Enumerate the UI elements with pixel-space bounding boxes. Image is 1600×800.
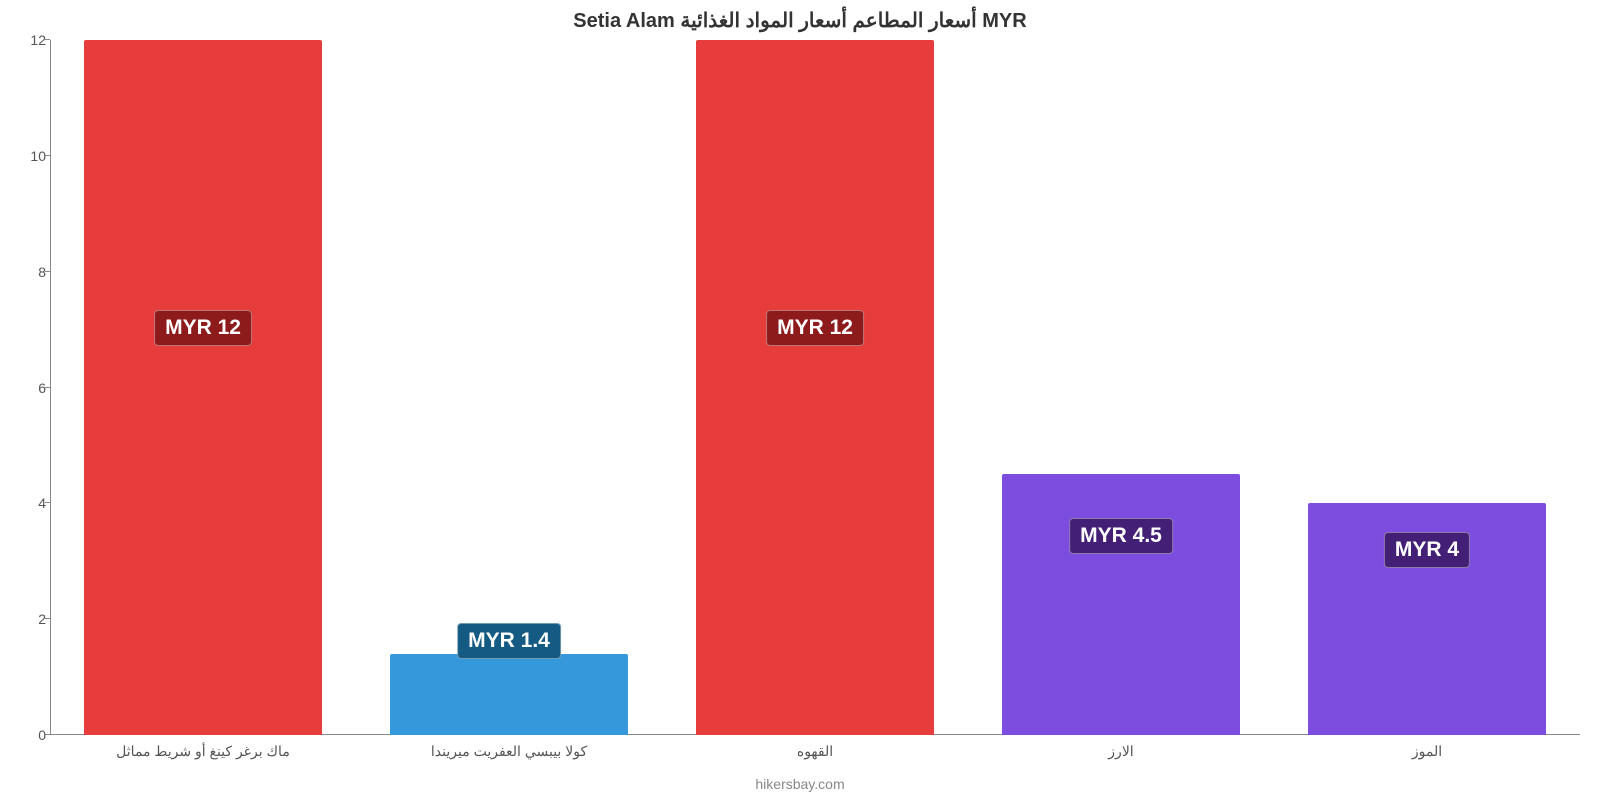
x-category-label: ماك برغر كينغ أو شريط مماثل	[116, 743, 290, 760]
price-bar-chart: Setia Alam أسعار المطاعم أسعار المواد ال…	[0, 0, 1600, 800]
y-tick-label: 6	[10, 380, 46, 396]
plot-area: 024681012 MYR 12ماك برغر كينغ أو شريط مم…	[50, 40, 1580, 735]
bar-slot: MYR 1.4كولا بيبسي العفريت ميريندا	[356, 40, 662, 735]
bar	[84, 40, 323, 735]
bar-slot: MYR 4.5الارز	[968, 40, 1274, 735]
y-tick-label: 4	[10, 495, 46, 511]
x-category-label: القهوه	[797, 743, 833, 760]
y-tick-label: 8	[10, 264, 46, 280]
bar-value-badge: MYR 1.4	[457, 623, 561, 659]
bar-slot: MYR 4الموز	[1274, 40, 1580, 735]
source-attribution: hikersbay.com	[0, 776, 1600, 792]
bar-slot: MYR 12القهوه	[662, 40, 968, 735]
x-category-label: الموز	[1412, 743, 1442, 760]
y-tick-label: 2	[10, 611, 46, 627]
bar	[696, 40, 935, 735]
bar-value-badge: MYR 12	[766, 310, 864, 346]
y-tick-label: 10	[10, 148, 46, 164]
x-category-label: كولا بيبسي العفريت ميريندا	[431, 743, 587, 760]
bar-slot: MYR 12ماك برغر كينغ أو شريط مماثل	[50, 40, 356, 735]
y-tick-label: 12	[10, 32, 46, 48]
x-category-label: الارز	[1108, 743, 1133, 760]
bar-value-badge: MYR 4	[1384, 532, 1470, 568]
bar	[390, 654, 629, 735]
bar-value-badge: MYR 12	[154, 310, 252, 346]
bar-value-badge: MYR 4.5	[1069, 518, 1173, 554]
chart-title: Setia Alam أسعار المطاعم أسعار المواد ال…	[0, 8, 1600, 33]
bar	[1002, 474, 1241, 735]
y-tick-label: 0	[10, 727, 46, 743]
